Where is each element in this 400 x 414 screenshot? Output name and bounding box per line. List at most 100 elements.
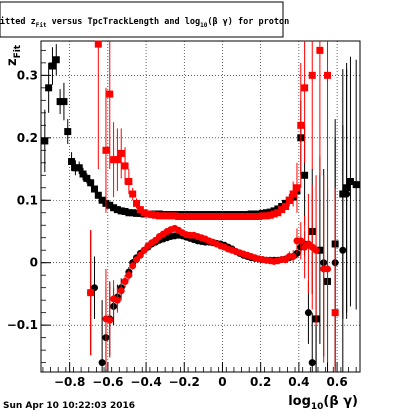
data-point-square bbox=[217, 212, 225, 220]
data-point-circle bbox=[121, 277, 129, 285]
data-point-square bbox=[293, 184, 301, 192]
data-point-square bbox=[178, 212, 186, 220]
data-point-square bbox=[117, 207, 125, 215]
data-point-circle bbox=[129, 262, 137, 270]
data-point-square bbox=[163, 212, 171, 220]
data-point-square bbox=[71, 164, 79, 172]
title-sub1: Fit bbox=[36, 22, 47, 29]
data-point-square bbox=[133, 199, 141, 207]
data-point-square bbox=[247, 212, 255, 220]
data-point-square bbox=[68, 158, 76, 166]
x-tick-label: 0.6 bbox=[326, 375, 347, 389]
data-point-square bbox=[186, 212, 194, 220]
data-point-square bbox=[167, 212, 175, 220]
data-point-square bbox=[83, 174, 91, 182]
y-tick-label: −0.1 bbox=[7, 318, 38, 332]
y-axis-label: zFit bbox=[5, 44, 23, 66]
data-point-square bbox=[346, 178, 354, 186]
x-axis-label-main: log bbox=[288, 394, 311, 409]
x-axis-label-tail: (β γ) bbox=[323, 394, 358, 409]
x-axis-label: log10(β γ) bbox=[288, 394, 358, 412]
data-point-square bbox=[297, 121, 305, 129]
data-point-square bbox=[155, 212, 163, 220]
data-point-square bbox=[56, 98, 64, 106]
data-point-square bbox=[106, 201, 114, 209]
title-mid: versus TpcTrackLength and log bbox=[47, 17, 201, 27]
data-point-square bbox=[106, 90, 114, 98]
data-point-square bbox=[274, 209, 282, 217]
data-point-square bbox=[64, 128, 72, 136]
data-point-square bbox=[129, 209, 137, 217]
data-point-square bbox=[194, 212, 202, 220]
y-axis-label-main: z bbox=[5, 58, 20, 66]
data-point-square bbox=[171, 212, 179, 220]
data-point-circle bbox=[304, 309, 312, 317]
data-point-square bbox=[316, 246, 324, 254]
data-point-circle bbox=[343, 190, 351, 198]
y-tick-labels: −0.1 0 0.1 0.2 0.3 bbox=[7, 68, 38, 332]
data-point-circle bbox=[297, 237, 305, 245]
title-post: (β γ) for proton bbox=[207, 17, 289, 27]
data-point-square bbox=[48, 62, 56, 70]
data-point-square bbox=[197, 212, 205, 220]
data-point-square bbox=[121, 207, 129, 215]
data-point-square bbox=[52, 56, 60, 64]
data-point-square bbox=[94, 191, 102, 199]
data-point-square bbox=[285, 196, 293, 204]
data-point-square bbox=[239, 212, 247, 220]
data-point-square bbox=[232, 212, 240, 220]
data-point-square bbox=[133, 209, 141, 217]
data-point-square bbox=[98, 196, 106, 204]
data-point-circle bbox=[98, 359, 106, 367]
data-point-circle bbox=[87, 289, 95, 297]
data-point-circle bbox=[289, 252, 297, 260]
data-point-square bbox=[316, 46, 324, 54]
title-sub2: 10 bbox=[200, 22, 208, 29]
data-point-square bbox=[125, 178, 133, 186]
data-point-square bbox=[228, 212, 236, 220]
x-tick-label: −0.2 bbox=[169, 375, 200, 389]
data-point-circle bbox=[339, 246, 347, 254]
data-point-square bbox=[60, 98, 68, 106]
data-point-square bbox=[209, 212, 217, 220]
data-point-circle bbox=[125, 271, 133, 279]
data-point-circle bbox=[106, 316, 114, 324]
data-point-circle bbox=[113, 296, 121, 304]
x-tick-label: −0.6 bbox=[92, 375, 123, 389]
data-point-square bbox=[140, 209, 148, 217]
title-box: Fitted zFit versus TpcTrackLength and lo… bbox=[0, 1, 289, 38]
data-point-square bbox=[255, 212, 263, 220]
y-tick-label: 0.2 bbox=[17, 131, 38, 145]
data-point-circle bbox=[324, 265, 332, 273]
axis-ticks bbox=[41, 49, 357, 372]
data-point-square bbox=[90, 185, 98, 193]
series-2 bbox=[87, 40, 339, 372]
data-point-circle bbox=[117, 287, 125, 295]
timestamp: Sun Apr 10 10:22:03 2016 bbox=[3, 401, 135, 411]
data-point-circle bbox=[312, 246, 320, 254]
data-point-square bbox=[79, 170, 87, 178]
data-point-square bbox=[352, 181, 360, 189]
data-point-square bbox=[190, 212, 198, 220]
data-point-square bbox=[113, 156, 121, 164]
data-point-square bbox=[94, 40, 102, 48]
x-axis-label-sub: 10 bbox=[311, 402, 324, 412]
y-tick-label: 0.3 bbox=[17, 68, 38, 82]
data-point-square bbox=[282, 203, 290, 210]
data-point-square bbox=[113, 206, 121, 214]
data-point-square bbox=[262, 212, 270, 220]
x-tick-label: −0.4 bbox=[130, 375, 161, 389]
data-point-square bbox=[87, 179, 95, 187]
x-tick-label: 0 bbox=[218, 375, 226, 389]
data-point-square bbox=[224, 212, 232, 220]
data-point-circle bbox=[308, 359, 316, 367]
data-point-square bbox=[266, 211, 274, 219]
data-point-square bbox=[182, 212, 190, 220]
data-point-square bbox=[220, 212, 228, 220]
data-point-square bbox=[201, 212, 209, 220]
data-point-square bbox=[159, 212, 167, 220]
chart-title: Fitted zFit versus TpcTrackLength and lo… bbox=[0, 16, 289, 29]
data-point-square bbox=[102, 146, 110, 154]
data-point-square bbox=[41, 137, 49, 145]
